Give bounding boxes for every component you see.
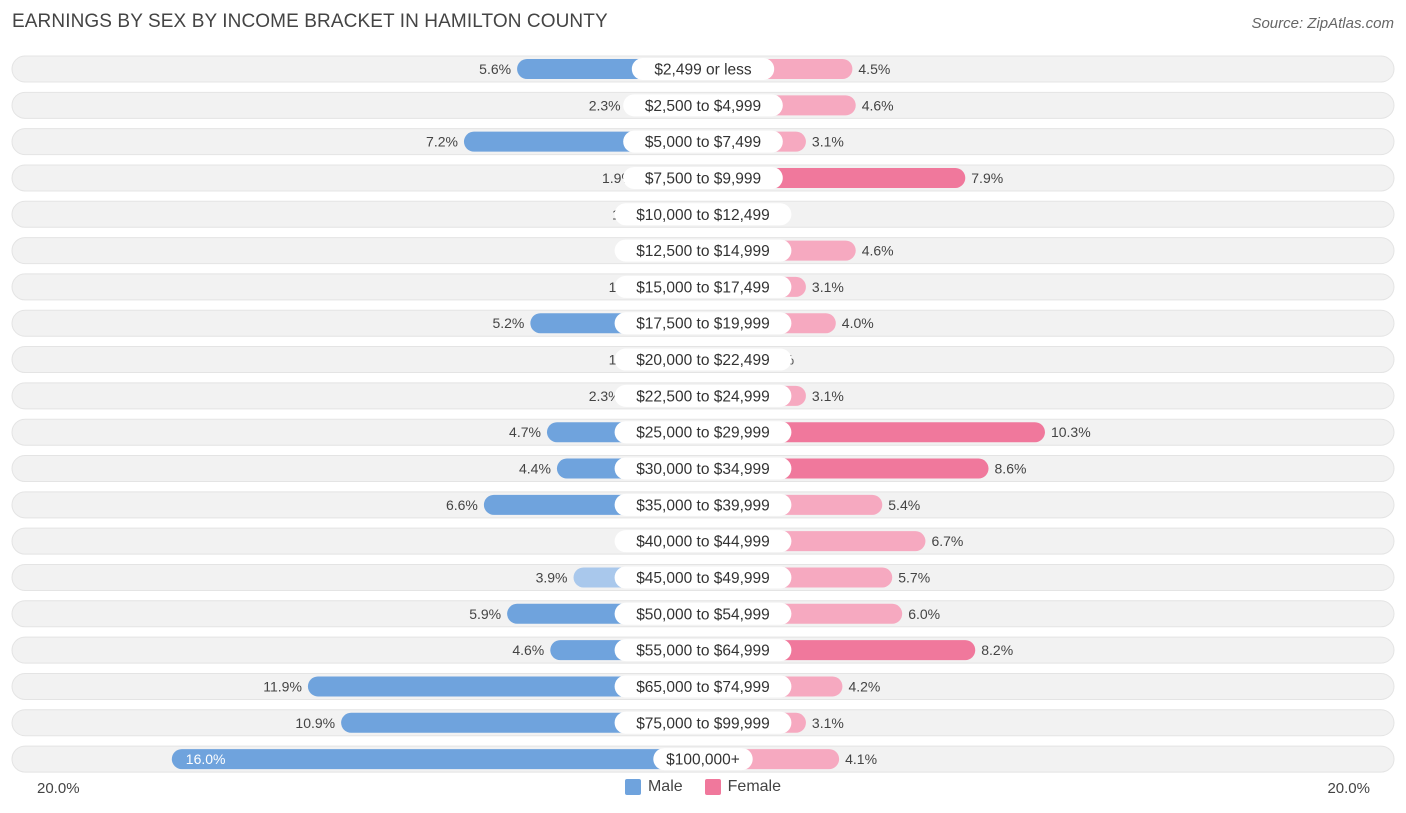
female-value-label: 4.6% — [862, 243, 894, 259]
category-label: $100,000+ — [666, 752, 740, 769]
category-pill — [631, 58, 775, 80]
female-value-label: 4.6% — [862, 97, 894, 113]
legend-label-male: Male — [647, 778, 683, 795]
female-value-label: 6.0% — [908, 606, 940, 622]
category-pill — [623, 94, 783, 117]
female-value-label: 6.7% — [931, 533, 963, 549]
category-pill — [614, 312, 792, 335]
male-value-label: 4.7% — [509, 424, 541, 440]
category-label: $2,499 or less — [654, 62, 752, 79]
category-label: $12,500 to $14,999 — [636, 243, 770, 260]
category-pill — [614, 203, 792, 226]
male-value-label: 6.6% — [446, 497, 478, 513]
category-pill — [614, 675, 792, 698]
category-label: $30,000 to $34,999 — [636, 461, 770, 478]
male-bar — [171, 749, 704, 770]
female-value-label: 4.5% — [858, 61, 890, 77]
category-pill — [653, 748, 753, 771]
category-label: $25,000 to $29,999 — [636, 425, 770, 442]
category-pill — [614, 421, 792, 444]
category-label: $55,000 to $64,999 — [636, 643, 770, 660]
female-value-label: 4.1% — [845, 751, 877, 767]
category-label: $22,500 to $24,999 — [636, 388, 770, 405]
female-value-label: 7.9% — [971, 170, 1003, 186]
category-pill — [623, 130, 783, 153]
legend: Male Female — [0, 778, 1406, 796]
category-label: $15,000 to $17,499 — [636, 279, 770, 296]
male-value-label: 2.3% — [589, 388, 621, 404]
category-pill — [614, 493, 792, 516]
category-pill — [614, 275, 792, 298]
male-value-label: 4.6% — [512, 642, 544, 658]
female-value-label: 3.1% — [812, 134, 844, 150]
female-value-label: 5.7% — [898, 569, 930, 585]
category-label: $7,500 to $9,999 — [645, 170, 761, 187]
category-label: $20,000 to $22,499 — [636, 352, 770, 369]
male-value-label: 10.9% — [295, 715, 335, 731]
category-pill — [614, 602, 792, 625]
female-value-label: 8.2% — [981, 642, 1013, 658]
legend-item-male[interactable]: Male — [624, 778, 683, 796]
male-bar — [307, 676, 703, 697]
category-label: $45,000 to $49,999 — [636, 570, 770, 587]
male-value-label: 2.3% — [589, 97, 621, 113]
category-pill — [614, 711, 792, 734]
category-label: $5,000 to $7,499 — [645, 134, 761, 151]
category-pill — [614, 566, 792, 589]
female-value-label: 5.4% — [888, 497, 920, 513]
male-value-label: 5.9% — [469, 606, 501, 622]
female-value-label: 8.6% — [995, 461, 1027, 477]
category-label: $65,000 to $74,999 — [636, 679, 770, 696]
category-pill — [614, 530, 792, 553]
category-pill — [614, 457, 792, 480]
category-label: $50,000 to $54,999 — [636, 606, 770, 623]
female-value-label: 10.3% — [1051, 424, 1091, 440]
male-value-label: 7.2% — [426, 134, 458, 150]
female-value-label: 4.2% — [848, 678, 880, 694]
category-label: $35,000 to $39,999 — [636, 497, 770, 514]
male-value-label: 4.4% — [519, 461, 551, 477]
male-value-label: 16.0% — [186, 751, 226, 767]
male-bar — [341, 712, 703, 733]
female-value-label: 3.1% — [812, 715, 844, 731]
male-value-label: 5.6% — [479, 61, 511, 77]
female-value-label: 3.1% — [812, 279, 844, 295]
legend-swatch-female — [704, 779, 721, 795]
axis-label-right: 20.0% — [1327, 780, 1370, 797]
category-pill — [614, 384, 792, 407]
category-pill — [614, 239, 792, 262]
female-value-label: 4.0% — [842, 315, 874, 331]
legend-swatch-male — [624, 779, 641, 795]
source-note: Source: ZipAtlas.com — [1251, 15, 1394, 32]
category-pill — [614, 348, 792, 371]
category-label: $40,000 to $44,999 — [636, 534, 770, 551]
male-value-label: 5.2% — [492, 315, 524, 331]
axis-label-left: 20.0% — [37, 780, 80, 797]
category-pill — [623, 166, 783, 189]
category-label: $75,000 to $99,999 — [636, 715, 770, 732]
male-value-label: 3.9% — [536, 569, 568, 585]
category-label: $10,000 to $12,499 — [636, 207, 770, 224]
legend-label-female: Female — [727, 778, 782, 795]
category-pill — [614, 639, 792, 662]
category-label: $17,500 to $19,999 — [636, 316, 770, 333]
legend-item-female[interactable]: Female — [704, 778, 782, 796]
category-label: $2,500 to $4,999 — [645, 98, 761, 115]
male-value-label: 11.9% — [263, 678, 302, 694]
chart-title: EARNINGS BY SEX BY INCOME BRACKET IN HAM… — [12, 11, 608, 32]
female-value-label: 3.1% — [812, 388, 844, 404]
